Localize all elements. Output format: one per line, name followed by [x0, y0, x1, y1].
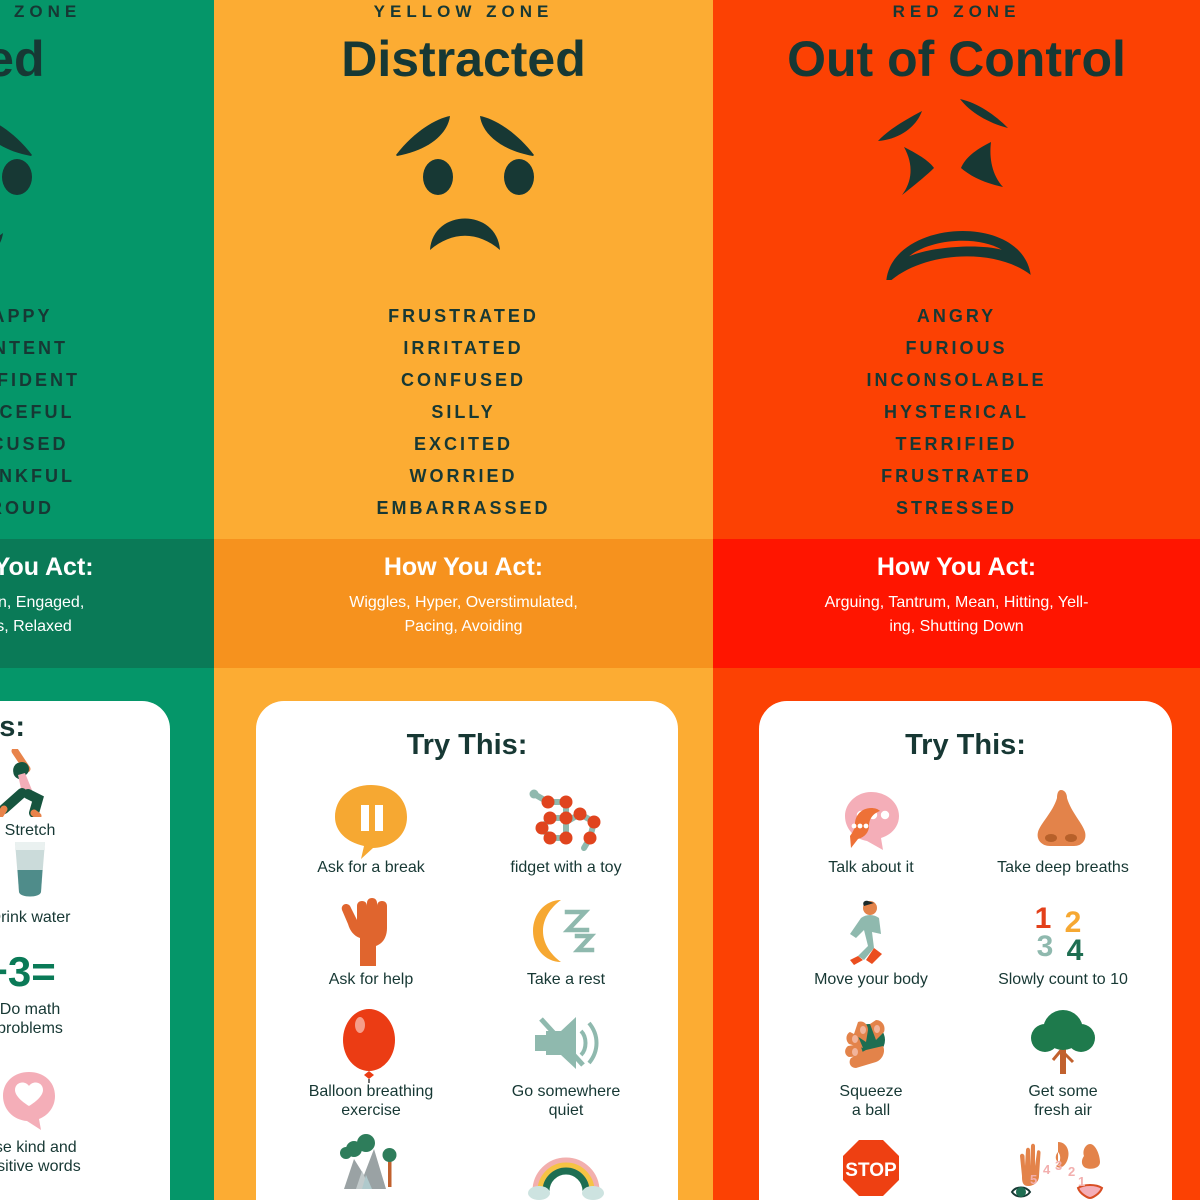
svg-text:4: 4: [1067, 934, 1084, 966]
svg-text:1: 1: [1078, 1174, 1085, 1189]
svg-text:3: 3: [1055, 1158, 1062, 1173]
svg-text:STOP: STOP: [845, 1160, 897, 1181]
svg-text:4: 4: [1043, 1162, 1051, 1177]
svg-text:2: 2: [1068, 1164, 1075, 1179]
svg-text:3: 3: [1037, 930, 1054, 963]
svg-text:5: 5: [1030, 1172, 1037, 1187]
svg-text:5+3=: 5+3=: [0, 948, 56, 994]
